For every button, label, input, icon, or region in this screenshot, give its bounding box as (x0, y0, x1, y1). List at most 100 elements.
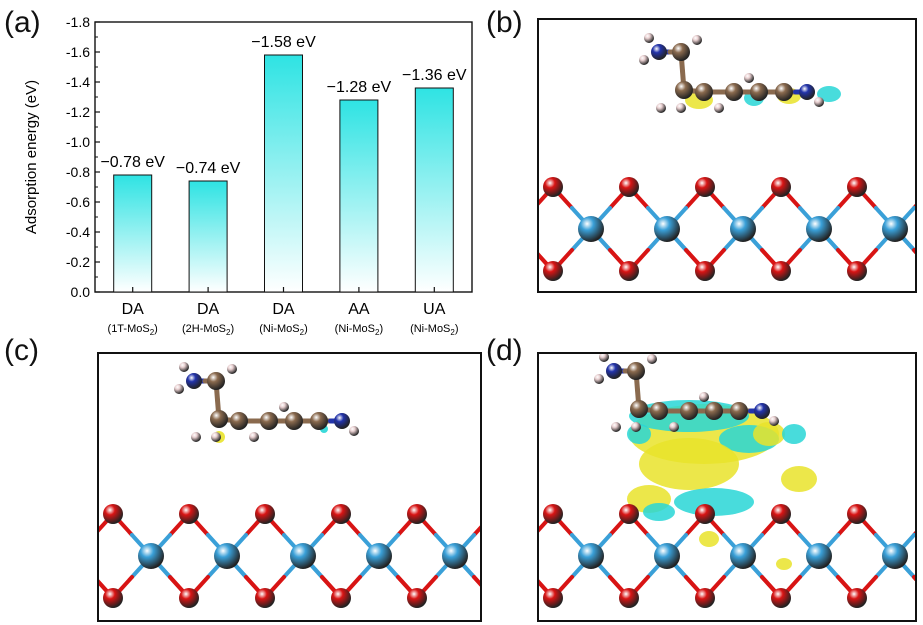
bond (472, 525, 480, 537)
atom (814, 97, 824, 107)
atom (627, 362, 645, 380)
isosurface-blob (776, 558, 792, 570)
bar-series: −0.78 eV −0.74 eV −1.58 eV −1.28 eV −1.36 eV (100, 34, 467, 293)
y-tick-label: -0.6 (66, 194, 90, 210)
isosurface-blob (782, 424, 806, 444)
atom (680, 402, 698, 420)
y-axis-label: Adsorption energy (eV) (23, 80, 40, 234)
atom (260, 412, 278, 430)
bar (414, 87, 454, 293)
atom (882, 543, 908, 569)
atom (211, 432, 221, 442)
atom (750, 83, 768, 101)
atom (672, 43, 690, 61)
atom (103, 504, 123, 524)
atom (255, 588, 275, 608)
atom (599, 354, 609, 362)
atom (771, 504, 791, 524)
x-tick-sublabel: (2H-MoS2) (182, 323, 234, 335)
atom (730, 543, 756, 569)
atom (847, 504, 867, 524)
isosurface-blob (781, 466, 817, 492)
y-tick-label: -1.4 (66, 74, 90, 90)
atom (651, 44, 667, 60)
atom (407, 588, 427, 608)
isosurface-blob (639, 438, 739, 490)
bar (339, 99, 379, 293)
atom (695, 261, 715, 281)
atom (174, 384, 184, 394)
x-tick-sublabel: (Ni-MoS2) (259, 323, 307, 335)
atom (730, 216, 756, 242)
atom (349, 426, 359, 436)
atom (695, 83, 713, 101)
bar-value-label: −0.78 eV (100, 154, 165, 171)
y-tick-label: 0.0 (71, 284, 91, 300)
atom (705, 402, 723, 420)
atom (699, 392, 709, 402)
atom (578, 543, 604, 569)
atom (619, 261, 639, 281)
adsorbed-molecule (594, 354, 779, 432)
isosurface-blob (817, 86, 841, 102)
atom (407, 504, 427, 524)
atom (191, 432, 201, 442)
atom (647, 354, 657, 364)
atom (179, 504, 199, 524)
x-tick-label: DA (122, 301, 145, 318)
bond (912, 203, 915, 210)
bond (912, 530, 915, 537)
atom (230, 412, 248, 430)
atom (771, 261, 791, 281)
atom (631, 422, 641, 432)
bar-value-label: −1.58 eV (251, 34, 316, 51)
atom (692, 35, 702, 45)
isosurface-blob (643, 503, 675, 521)
atom (775, 83, 793, 101)
atom (543, 588, 563, 608)
bar-value-label: −1.28 eV (327, 79, 392, 96)
atom (331, 588, 351, 608)
y-axis: 0.0 -0.2 -0.4 -0.6 -0.8 -1.0 -1.2 -1.4 -1.6 -1.8 (66, 14, 100, 300)
bar (113, 174, 153, 293)
panel-label-d: (d) (486, 334, 523, 367)
atom (619, 177, 639, 197)
atom (675, 81, 693, 99)
mos2-layer (539, 177, 915, 281)
structure-panel-b (537, 18, 917, 293)
isosurface-blob (753, 422, 785, 446)
atom (543, 177, 563, 197)
atom (543, 261, 563, 281)
atom (771, 177, 791, 197)
bar (188, 180, 228, 293)
atom (249, 432, 259, 442)
atom (744, 73, 754, 83)
atom (754, 403, 770, 419)
atom (695, 504, 715, 524)
x-tick-label: DA (197, 301, 220, 318)
atom (650, 402, 668, 420)
atom (366, 543, 392, 569)
panel-label-a: (a) (4, 6, 41, 39)
atom (639, 55, 649, 65)
atom (214, 543, 240, 569)
y-tick-label: -1.8 (66, 14, 90, 30)
structure-c-svg (99, 362, 480, 608)
adsorbed-molecule (174, 362, 359, 443)
atom (279, 402, 289, 412)
mos2-layer (539, 504, 915, 608)
atom (799, 84, 815, 100)
atom (186, 373, 202, 389)
atom (654, 543, 680, 569)
x-tick-label: AA (348, 301, 370, 318)
bar (264, 54, 303, 293)
atom (695, 177, 715, 197)
atom (644, 33, 654, 43)
bar-value-label: −0.74 eV (176, 160, 241, 177)
atom (290, 543, 316, 569)
bond (472, 575, 480, 587)
structure-d-svg (539, 354, 915, 608)
atom (619, 588, 639, 608)
y-tick-label: -1.2 (66, 104, 90, 120)
x-axis: DA (1T-MoS2) DA (2H-MoS2) DA (Ni-MoS2) AA (Ni-M… (108, 287, 459, 335)
